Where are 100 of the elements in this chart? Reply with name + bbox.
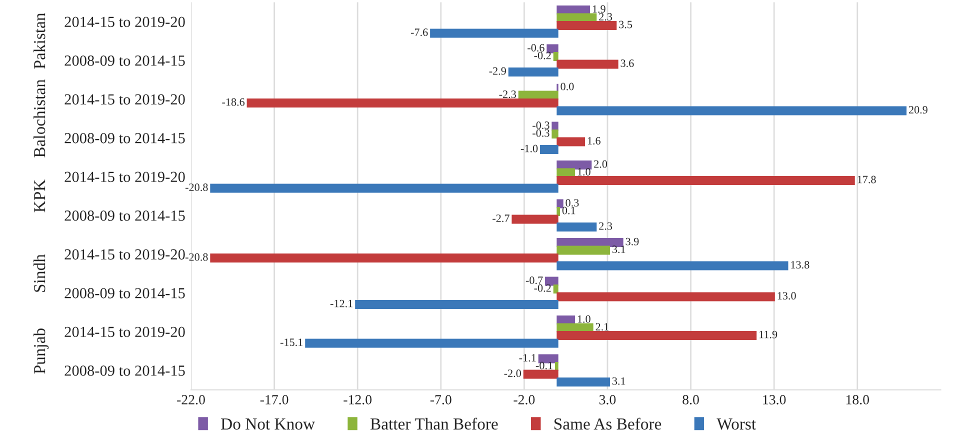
data-label: 1.6 <box>588 137 600 145</box>
text: Pakistan <box>34 13 46 69</box>
data-label: -15.1 <box>280 338 303 346</box>
data-label: -2.3 <box>499 90 516 98</box>
x-tick-label: 8.0 <box>682 395 699 404</box>
bar <box>556 168 575 178</box>
bar <box>430 28 558 38</box>
data-label: -2.9 <box>489 67 506 75</box>
legend-label: Do Not Know <box>221 418 315 430</box>
legend-label: Worst <box>716 418 756 430</box>
text: Sindh <box>34 254 46 292</box>
x-tick-label: 13.0 <box>763 395 786 404</box>
bar <box>210 253 558 263</box>
text: Balochistan <box>34 79 46 158</box>
data-label: -0.2 <box>534 284 551 292</box>
bar <box>545 276 558 286</box>
data-label: -12.1 <box>330 300 352 308</box>
data-label: -0.3 <box>532 122 550 130</box>
bar <box>556 246 610 255</box>
bar <box>556 261 788 270</box>
y-tick-label: 2008-09 to 2014-15 <box>64 366 185 376</box>
bar <box>556 222 597 232</box>
text: KPK <box>34 180 46 212</box>
x-tick-label: 18.0 <box>846 395 869 404</box>
data-label: -0.3 <box>532 129 550 137</box>
bar <box>546 44 558 54</box>
data-label: 3.1 <box>612 377 626 385</box>
data-label: 13.8 <box>791 261 810 269</box>
data-label: 2.3 <box>599 13 612 21</box>
bar <box>556 330 757 340</box>
data-label: 3.6 <box>620 60 634 68</box>
bar <box>556 377 610 387</box>
bar <box>553 284 558 294</box>
data-label: -2.7 <box>492 214 510 222</box>
data-label: -0.1 <box>536 362 552 370</box>
legend-label: Same As Before <box>554 418 662 430</box>
y-tick-label: 2008-09 to 2014-15 <box>64 56 185 66</box>
y-tick-label: 2014-15 to 2019-20 <box>64 16 185 28</box>
data-label: -0.7 <box>526 276 543 284</box>
data-label: 11.9 <box>760 330 778 338</box>
x-tick-label: -17.0 <box>260 395 288 404</box>
bar <box>538 354 558 364</box>
bar <box>210 184 558 193</box>
data-label: -20.8 <box>185 253 208 261</box>
bar <box>556 20 617 30</box>
data-label: -7.6 <box>410 28 428 36</box>
data-label: 3.5 <box>619 20 632 28</box>
bar <box>508 67 558 77</box>
text: Punjab <box>34 328 49 374</box>
data-label: -1.1 <box>519 354 536 362</box>
bar <box>552 129 558 139</box>
data-label: -2.0 <box>504 370 521 378</box>
data-label: 2.0 <box>594 160 608 168</box>
bar <box>556 106 907 116</box>
data-label: 0.0 <box>560 82 574 90</box>
bar <box>556 176 855 186</box>
bar <box>556 160 592 170</box>
data-label: 1.0 <box>578 168 590 176</box>
data-label: -20.8 <box>185 184 208 192</box>
x-tick-label: -7.0 <box>430 395 452 404</box>
y-tick-label: 2008-09 to 2014-15 <box>64 288 185 298</box>
y-tick-label: 2014-15 to 2019-20 <box>64 172 185 182</box>
data-label: 17.8 <box>858 176 876 184</box>
y-tick-label: 2014-15 to 2019-20 <box>64 326 185 338</box>
data-label: 3.9 <box>626 238 639 246</box>
data-label: -0.6 <box>528 44 544 52</box>
bar <box>305 338 558 348</box>
bar <box>552 122 558 131</box>
data-label: -18.6 <box>222 98 245 106</box>
data-label: 2.1 <box>596 323 608 331</box>
y-tick-label: 2008-09 to 2014-15 <box>64 210 185 221</box>
bar <box>556 323 594 332</box>
bar <box>355 300 558 310</box>
data-label: -0.2 <box>534 52 551 60</box>
bar <box>246 98 558 108</box>
bar <box>523 370 558 379</box>
bar <box>556 137 585 146</box>
bar <box>512 214 558 224</box>
bar <box>556 60 618 69</box>
legend-label: Batter Than Before <box>370 418 498 430</box>
data-label: -1.0 <box>520 144 538 152</box>
bar <box>556 292 775 302</box>
x-tick-label: 3.0 <box>599 395 616 404</box>
data-label: 20.9 <box>908 106 928 114</box>
data-label: 3.1 <box>612 246 626 254</box>
data-label: 13.0 <box>778 292 796 300</box>
y-tick-label: 2014-15 to 2019-20 <box>64 249 185 260</box>
data-label: 1.9 <box>592 5 606 13</box>
data-label: 2.3 <box>599 222 612 230</box>
x-tick-label: -2.0 <box>514 395 535 404</box>
bar <box>553 52 558 62</box>
bar <box>540 144 558 154</box>
y-tick-label: 2008-09 to 2014-15 <box>64 133 185 144</box>
data-label: 1.0 <box>578 315 590 323</box>
bar <box>556 199 564 208</box>
x-tick-label: -22.0 <box>177 395 205 404</box>
y-tick-label: 2014-15 to 2019-20 <box>64 94 185 105</box>
data-label: 0.3 <box>566 199 579 207</box>
data-label: 0.1 <box>562 206 576 214</box>
x-tick-label: -12.0 <box>344 395 372 404</box>
